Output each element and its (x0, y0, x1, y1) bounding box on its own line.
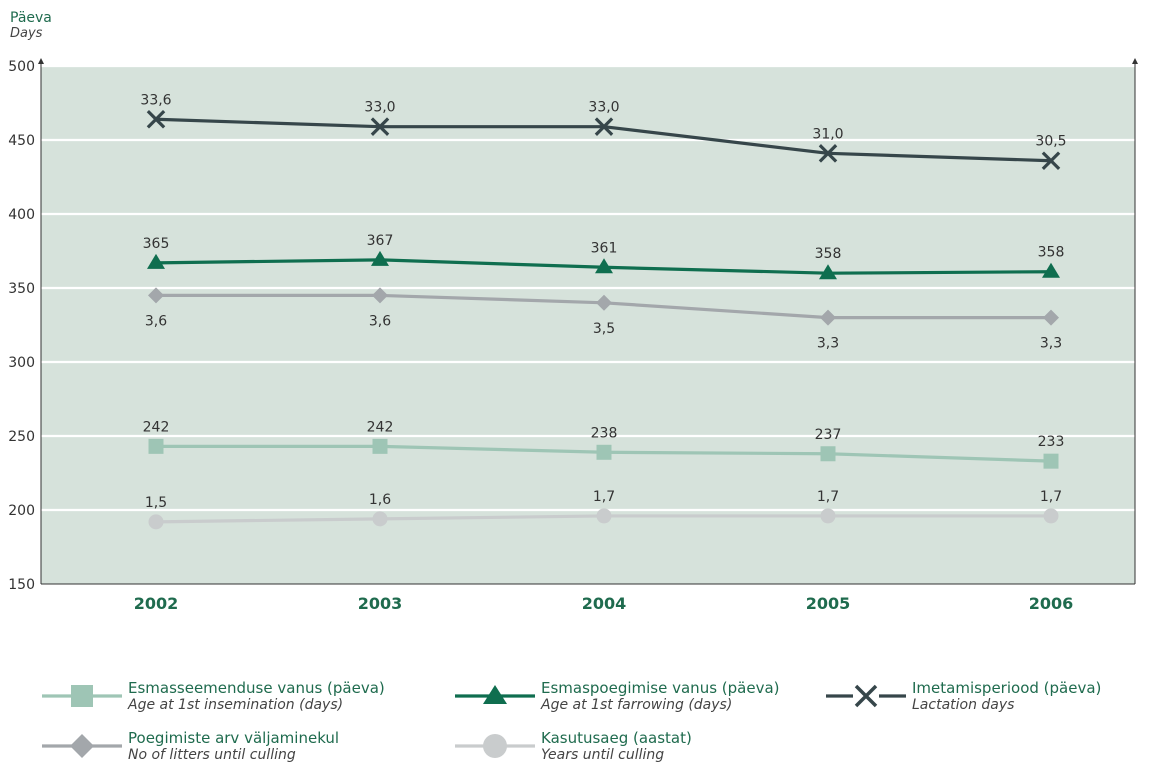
data-label: 31,0 (812, 126, 843, 142)
data-label: 1,7 (593, 489, 615, 505)
data-label: 233 (1038, 434, 1065, 450)
data-label: 242 (143, 419, 170, 435)
y-tick-label: 350 (8, 281, 35, 297)
plot-area (41, 66, 1135, 584)
y-tick-label: 400 (8, 207, 35, 223)
x-tick-label: 2002 (134, 594, 179, 613)
data-point-triangle (819, 264, 837, 280)
data-label: 3,6 (145, 313, 167, 329)
data-label: 237 (815, 427, 842, 443)
y-axis-title: Päeva Days (10, 10, 52, 42)
data-label: 1,5 (145, 495, 167, 511)
data-point-diamond (596, 294, 612, 311)
y-tick-label: 300 (8, 355, 35, 371)
y-tick-label: 450 (8, 133, 35, 149)
data-label: 3,3 (817, 336, 839, 352)
data-point-square (148, 438, 164, 454)
x-tick-label: 2004 (582, 594, 627, 613)
data-label: 1,7 (1040, 489, 1062, 505)
data-point-circle (148, 514, 164, 530)
x-tick-label: 2006 (1029, 594, 1074, 613)
data-label: 33,0 (588, 100, 619, 116)
y-axis-title-et: Päeva (10, 10, 52, 26)
data-label: 30,5 (1035, 134, 1066, 150)
data-label: 367 (367, 233, 394, 249)
data-point-triangle (1042, 262, 1060, 278)
data-point-x (818, 144, 838, 163)
data-point-x (1041, 151, 1061, 170)
y-axis-title-en: Days (10, 26, 43, 41)
data-label: 238 (591, 425, 618, 441)
data-label: 3,3 (1040, 336, 1062, 352)
data-point-circle (820, 508, 836, 524)
data-label: 1,6 (369, 492, 391, 508)
data-point-square (596, 444, 612, 460)
data-point-triangle (147, 253, 165, 269)
data-label: 33,6 (140, 92, 171, 108)
data-label: 1,7 (817, 489, 839, 505)
y-tick-label: 200 (8, 503, 35, 519)
data-point-square (372, 438, 388, 454)
data-point-x (146, 110, 166, 129)
y-axis-arrow-icon (38, 58, 44, 64)
data-point-circle (596, 508, 612, 524)
y-tick-label: 150 (8, 577, 35, 593)
data-point-x (594, 117, 614, 136)
right-axis-arrow-icon (1132, 58, 1138, 64)
data-point-triangle (371, 250, 389, 266)
data-label: 358 (1038, 245, 1065, 261)
y-tick-label: 500 (8, 59, 35, 75)
data-point-diamond (820, 309, 836, 326)
data-point-triangle (595, 258, 613, 274)
x-tick-label: 2003 (358, 594, 403, 613)
data-point-x (370, 117, 390, 136)
data-point-circle (1043, 508, 1059, 524)
data-label: 358 (815, 246, 842, 262)
data-point-diamond (148, 287, 164, 304)
data-label: 33,0 (364, 100, 395, 116)
data-label: 3,5 (593, 321, 615, 337)
x-tick-label: 2005 (806, 594, 851, 613)
data-label: 361 (591, 240, 618, 256)
data-point-diamond (1043, 309, 1059, 326)
data-point-circle (372, 511, 388, 527)
data-point-diamond (372, 287, 388, 304)
data-label: 242 (367, 419, 394, 435)
data-label: 3,6 (369, 313, 391, 329)
data-point-square (1043, 453, 1059, 469)
data-label: 365 (143, 236, 170, 252)
y-tick-label: 250 (8, 429, 35, 445)
data-point-square (820, 446, 836, 462)
